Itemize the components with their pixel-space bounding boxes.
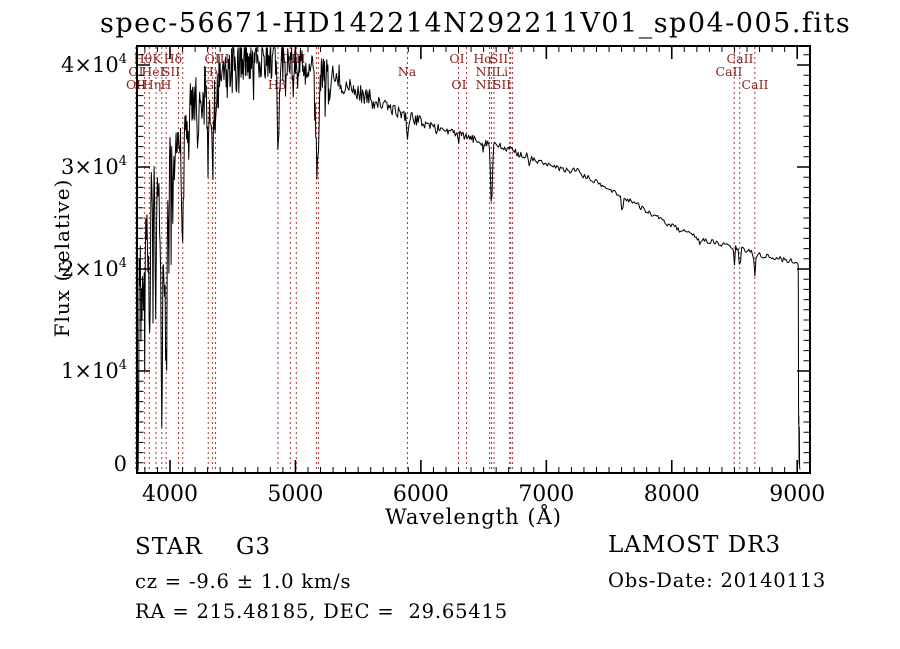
spectral-line-label: SII xyxy=(490,51,509,66)
spectral-line-label: CaII xyxy=(716,64,743,79)
y-axis-title: Flux (relative) xyxy=(50,178,74,338)
ra-dec-text: RA = 215.48185, DEC = 29.65415 xyxy=(135,600,508,623)
x-tick-label: 7000 xyxy=(518,482,574,507)
spectral-line-label: H xyxy=(161,77,172,92)
spectrum-trace xyxy=(136,47,801,471)
y-tick-label: 0 xyxy=(114,452,127,476)
radial-velocity-text: cz = -9.6 ± 1.0 km/s xyxy=(135,570,352,593)
spectral-line-label: Na xyxy=(398,64,417,79)
spectral-line-label: SII xyxy=(493,77,512,92)
spectral-line-label: Li xyxy=(496,64,508,79)
major-ticks xyxy=(137,46,810,474)
plot-frame xyxy=(136,45,811,474)
x-tick-label: 6000 xyxy=(393,482,449,507)
survey-release-text: LAMOST DR3 xyxy=(608,532,782,558)
spectral-line-label: Hα xyxy=(473,51,493,66)
spectral-line-label: K xyxy=(152,51,162,66)
minor-ticks xyxy=(137,46,811,473)
x-tick-label: 5000 xyxy=(267,482,323,507)
obs-date-text: Obs-Date: 20140113 xyxy=(608,569,827,592)
spectral-line-label: G xyxy=(204,77,214,92)
y-tick-label: 4×104 xyxy=(61,52,127,77)
x-tick-label: 9000 xyxy=(769,482,825,507)
spectral-line-label: HeI xyxy=(141,64,164,79)
spectral-line-label: CaII xyxy=(727,51,754,66)
spectral-line-label: NII xyxy=(476,77,497,92)
spectral-line-label: Hγ xyxy=(203,64,221,79)
y-tick-label: 3×104 xyxy=(61,154,127,179)
x-tick-label: 4000 xyxy=(142,482,198,507)
y-tick-label: 1×104 xyxy=(61,358,127,383)
y-tick-label: 2×104 xyxy=(61,256,127,281)
spectral-line-label: OI xyxy=(449,51,464,66)
spectral-line-label: CaII xyxy=(742,77,769,92)
spectral-line-label: Hδ xyxy=(164,51,182,66)
x-axis-title: Wavelength (Å) xyxy=(385,505,562,529)
spectral-line-label: Hη xyxy=(143,77,161,92)
spectral-line-label: NII xyxy=(476,64,497,79)
spectral-line-label: OI xyxy=(451,77,466,92)
plot-title: spec-56671-HD142214N292211V01_sp04-005.f… xyxy=(100,8,852,39)
object-class-text: STAR G3 xyxy=(135,534,272,560)
spectral-line-label: SII xyxy=(162,64,181,79)
x-tick-label: 8000 xyxy=(644,482,700,507)
